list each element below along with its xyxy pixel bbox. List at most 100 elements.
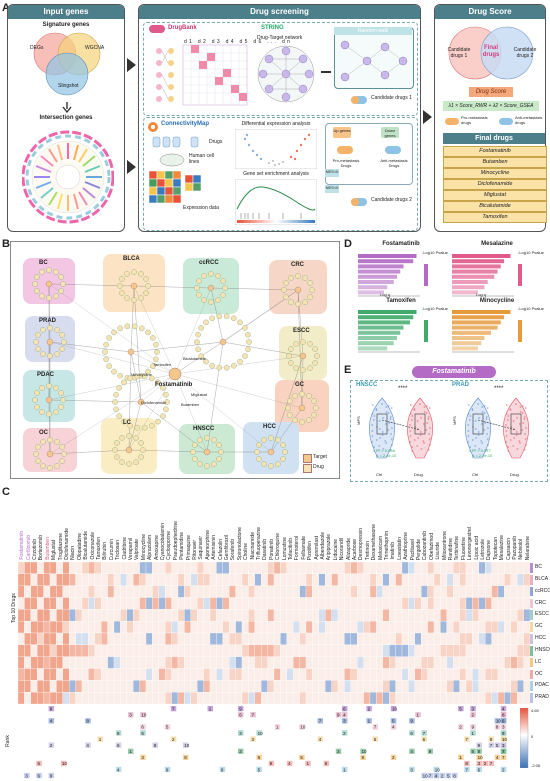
heatmap-row-label: ccRCC <box>535 587 550 594</box>
heatmap-cell <box>369 621 377 634</box>
heatmap-cell <box>165 680 172 693</box>
network-node <box>59 332 65 338</box>
heatmap-cell <box>510 668 518 681</box>
heatmap-cell <box>139 609 147 622</box>
network-node <box>282 449 288 455</box>
enrichment-bar <box>358 330 401 335</box>
heatmap-cell <box>510 597 518 610</box>
cluster-label: PRAD <box>39 318 57 324</box>
heatmap-cell <box>280 609 287 622</box>
heatmap-cell <box>113 562 121 574</box>
violin-point <box>387 429 390 431</box>
heatmap-cell <box>261 621 268 634</box>
drug-column-label: Obefazimod <box>428 533 435 560</box>
rank-cell <box>445 772 452 779</box>
violin-box <box>472 413 484 435</box>
rank-cell <box>341 766 348 773</box>
heatmap-cell <box>357 680 364 693</box>
heatmap-cell <box>107 609 115 622</box>
rank-number: 1 <box>472 731 475 736</box>
heatmap-cell <box>325 609 332 622</box>
network-node <box>288 346 294 352</box>
e-right-r2: R² = 0.077 <box>472 448 491 453</box>
drug-column-label: Curcumin <box>108 538 115 560</box>
heatmap-cell <box>510 656 518 669</box>
heatmap-cell <box>184 656 191 669</box>
network-node <box>208 271 214 277</box>
heatmap-cell <box>401 562 409 574</box>
violin-point <box>512 420 515 422</box>
violin-point <box>409 413 412 415</box>
rank-cell <box>128 712 134 718</box>
heatmap-cell <box>133 632 140 645</box>
heatmap-cell <box>280 621 287 634</box>
network-node <box>126 461 132 467</box>
heatmap-cell <box>312 632 319 645</box>
network-node <box>204 463 210 469</box>
drug-column-label: Capsaicin <box>505 538 512 560</box>
heatmap-cell <box>18 692 25 704</box>
violin-point <box>477 431 480 433</box>
rank-number: 10 <box>496 719 502 724</box>
violin-point <box>521 405 524 407</box>
row-color-swatch <box>530 598 533 609</box>
network-node <box>196 278 202 284</box>
network-node <box>143 276 149 282</box>
violin-point <box>389 449 392 451</box>
heatmap-cell <box>133 692 140 704</box>
heatmap-cell <box>75 680 83 693</box>
rank-cell <box>170 706 177 712</box>
heatmap-cell <box>395 621 403 634</box>
rank-number: 6 <box>502 719 505 724</box>
string-label: STRING <box>261 25 284 31</box>
heatmap-cell <box>478 585 486 598</box>
heatmap-cell <box>350 680 358 693</box>
heatmap-cell <box>184 692 191 704</box>
network-node <box>103 356 109 363</box>
heatmap-cell <box>184 680 191 693</box>
heatmap-cell <box>389 585 396 598</box>
heatmap-cell <box>421 656 428 669</box>
rank-cell <box>256 766 262 773</box>
heatmap-cell <box>318 597 326 610</box>
violin-point <box>416 420 419 422</box>
heatmap-cell <box>152 692 159 704</box>
rank-cell <box>366 706 372 712</box>
heatmap-cell <box>465 585 473 598</box>
heatmap-cell <box>478 609 486 622</box>
heatmap-cell <box>401 621 409 634</box>
heatmap-cell <box>139 562 147 574</box>
network-node <box>138 325 145 332</box>
violin-point <box>378 445 381 447</box>
heatmap-cell <box>440 609 447 622</box>
heatmap-cell <box>24 562 31 574</box>
rank-cell <box>140 712 146 718</box>
rank-number: 5 <box>374 737 377 742</box>
candidate-drugs-1-venn: Candidate drugs 1 <box>447 47 471 59</box>
heatmap-cell <box>190 573 198 586</box>
heatmap-cell <box>337 573 345 586</box>
network-node <box>35 346 41 352</box>
network-node <box>131 269 137 275</box>
network-node <box>112 399 118 405</box>
venn-label-slingshot: Slingshot <box>58 83 79 89</box>
heatmap-cell <box>88 609 95 622</box>
drug-column-label: Desmopressin <box>358 528 365 560</box>
violin-point <box>474 420 477 422</box>
heatmap-cell <box>37 656 44 669</box>
heatmap-cell <box>427 562 435 574</box>
network-node <box>261 437 267 443</box>
heatmap-cell <box>478 656 486 669</box>
heatmap-cell <box>485 656 492 669</box>
legend-target-swatch <box>303 454 312 463</box>
heatmap-cell <box>376 668 383 681</box>
heatmap-cell <box>241 668 249 681</box>
heatmap-cell <box>401 656 409 669</box>
violin-point <box>469 419 471 421</box>
heatmap-cell <box>440 573 447 586</box>
heatmap-cell <box>18 609 25 622</box>
heatmap-cell <box>273 680 281 693</box>
network-node <box>58 288 64 294</box>
network-node <box>198 353 204 359</box>
heatmap-cell <box>440 692 447 704</box>
